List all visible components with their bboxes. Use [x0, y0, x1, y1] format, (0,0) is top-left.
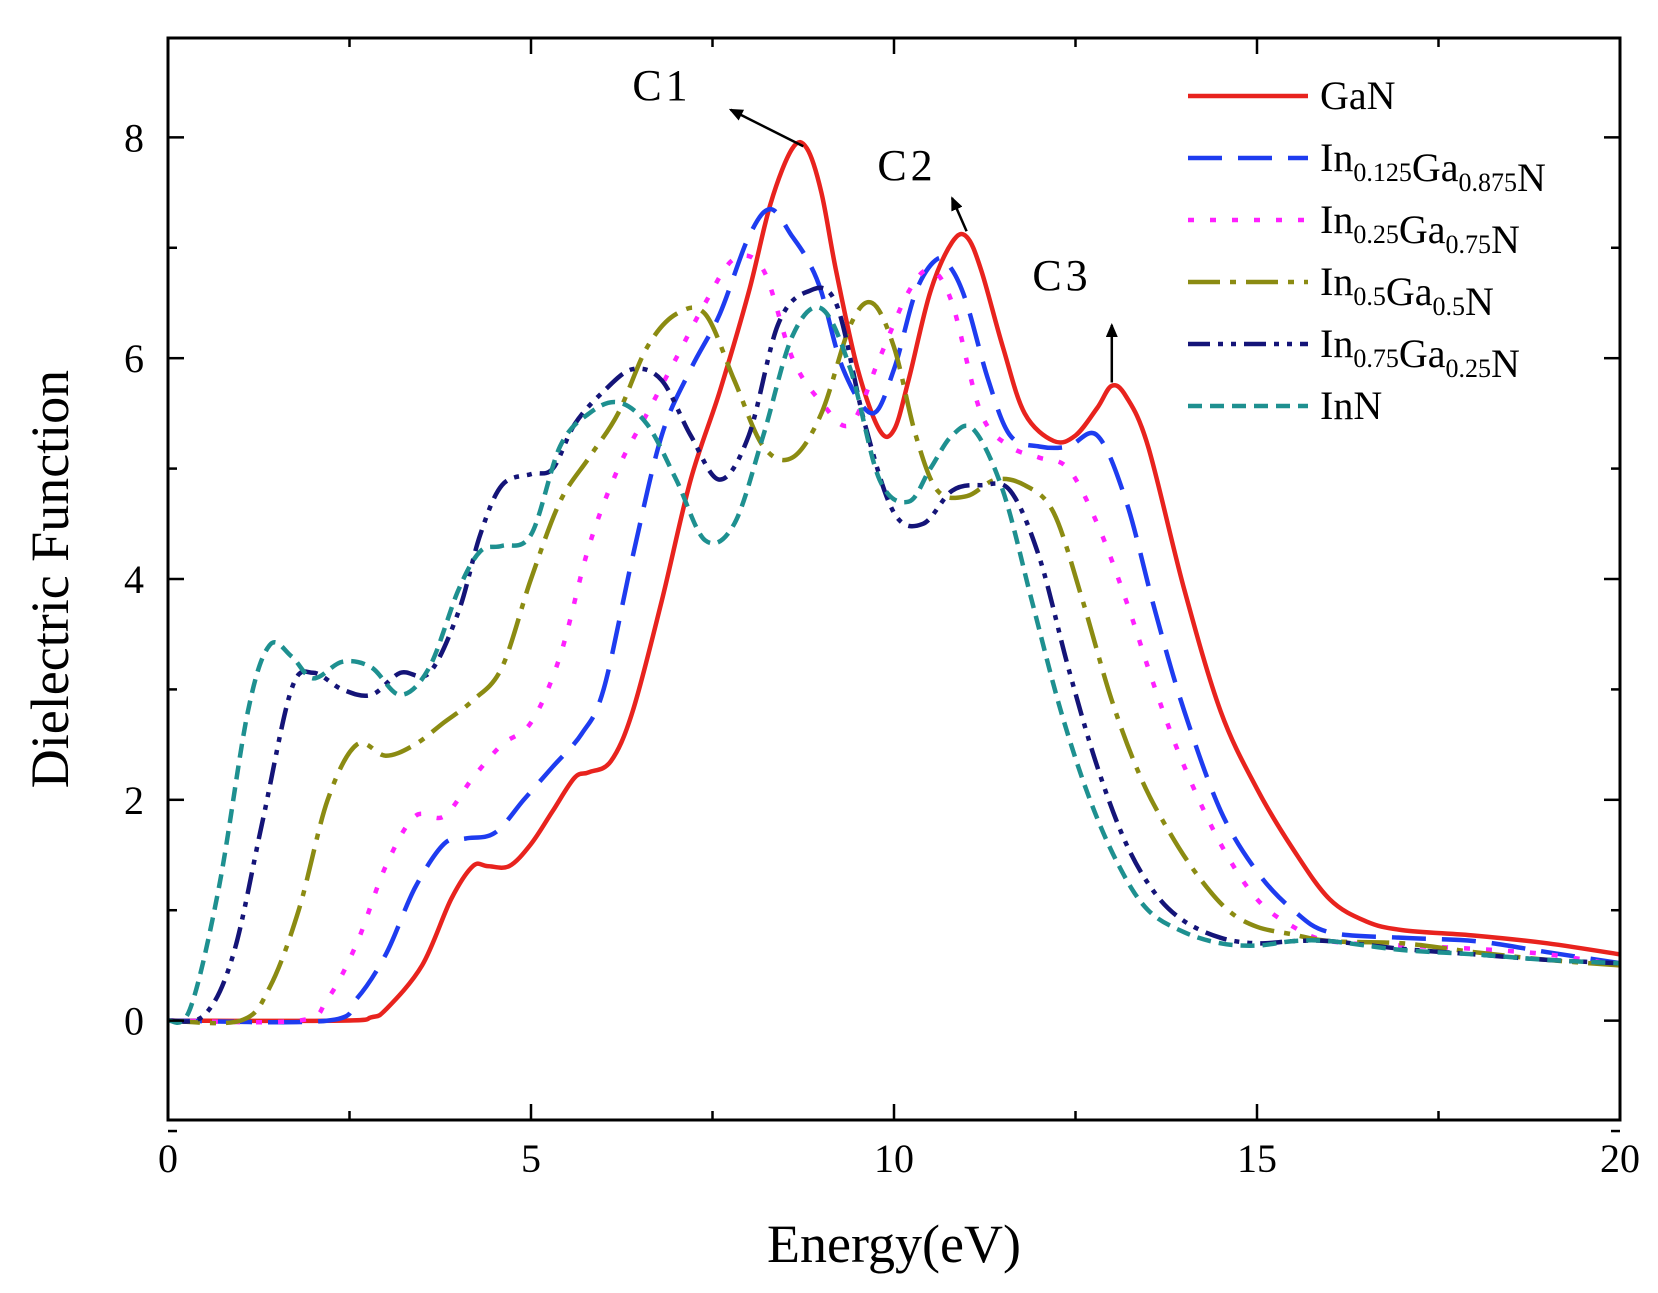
legend-label-1: In0.125Ga0.875N	[1320, 135, 1546, 200]
x-axis-title: Energy(eV)	[767, 1214, 1021, 1274]
ticks-layer: 0 5 10 15 20 0 2 4 6 8	[124, 38, 1640, 1181]
legend: GaN In0.125Ga0.875NIn0.25Ga0.75NIn0.5Ga0.…	[1188, 73, 1546, 428]
y-tick-label: 6	[124, 336, 144, 381]
series-line-3	[168, 299, 1620, 1026]
y-tick-label: 4	[124, 557, 144, 602]
y-tick-label: 0	[124, 999, 144, 1044]
x-tick-label: 0	[158, 1136, 178, 1181]
series-line-0	[168, 139, 1620, 1024]
annotation-layer: C1 C2 C3	[632, 61, 1118, 383]
series-line-5	[168, 304, 1620, 1025]
peak-arrow-c1	[728, 108, 804, 148]
peak-arrow-c2	[950, 196, 968, 232]
y-tick-label: 2	[124, 778, 144, 823]
y-axis-title: Dielectric Function	[20, 370, 80, 788]
legend-label-4: In0.75Ga0.25N	[1320, 321, 1520, 386]
series-line-1	[168, 206, 1620, 1025]
x-tick-label: 10	[874, 1136, 914, 1181]
x-tick-label: 20	[1600, 1136, 1640, 1181]
peak-label-c2: C2	[877, 141, 932, 190]
legend-label-5: InN	[1320, 383, 1382, 428]
peak-label-c1: C1	[632, 61, 687, 110]
peak-label-c3: C3	[1032, 251, 1087, 300]
x-tick-label: 5	[521, 1136, 541, 1181]
legend-label-0: GaN	[1320, 73, 1396, 118]
y-tick-label: 8	[124, 115, 144, 160]
legend-label-2: In0.25Ga0.75N	[1320, 197, 1520, 262]
x-tick-label: 15	[1237, 1136, 1277, 1181]
series-layer	[168, 139, 1620, 1026]
series-line-4	[168, 285, 1620, 1024]
legend-label-3: In0.5Ga0.5N	[1320, 259, 1494, 324]
